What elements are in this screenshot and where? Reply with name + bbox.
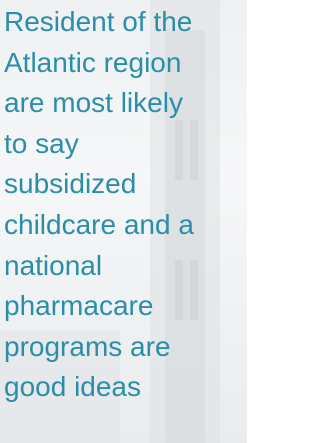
text-line: to say (4, 124, 194, 165)
text-line: Resident of the (4, 2, 194, 43)
text-line: subsidized (4, 164, 194, 205)
text-line: good ideas (4, 367, 194, 408)
text-line: Atlantic region (4, 43, 194, 84)
text-line: childcare and a (4, 205, 194, 246)
text-line: national (4, 246, 194, 287)
text-line: are most likely (4, 83, 194, 124)
text-line: pharmacare (4, 286, 194, 327)
text-line: programs are (4, 327, 194, 368)
